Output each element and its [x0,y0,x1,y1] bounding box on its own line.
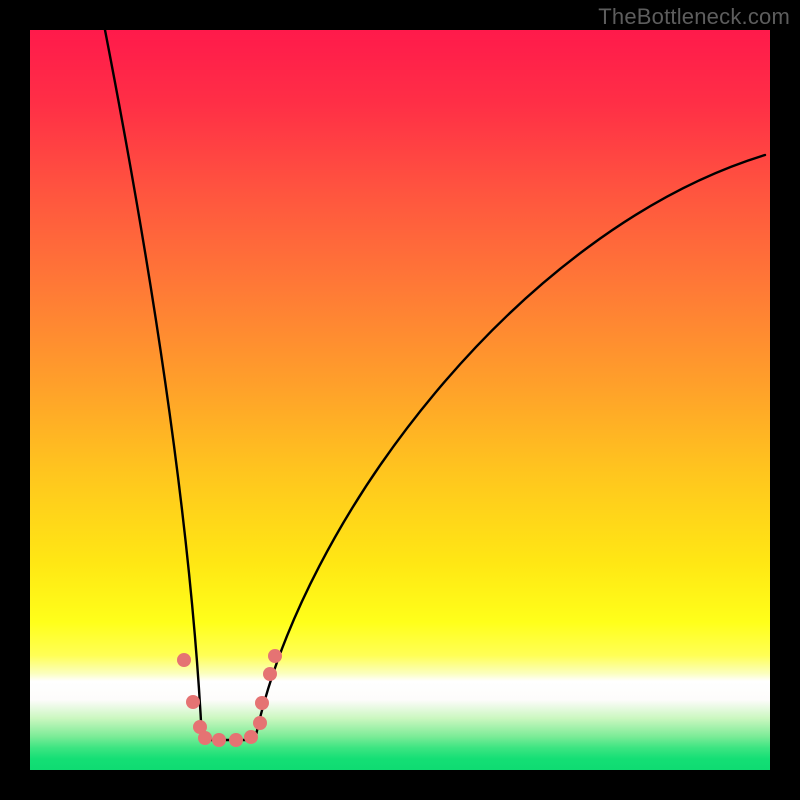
valley-marker [198,731,212,745]
valley-marker [186,695,200,709]
frame-border-bottom [0,770,800,800]
frame-border-right [770,0,800,800]
valley-marker [268,649,282,663]
valley-marker [244,730,258,744]
valley-marker [253,716,267,730]
valley-markers [177,649,282,747]
watermark: TheBottleneck.com [598,4,790,30]
valley-marker [212,733,226,747]
bottleneck-curve [105,30,765,740]
frame-border-left [0,0,30,800]
valley-marker [229,733,243,747]
valley-marker [177,653,191,667]
chart-stage: TheBottleneck.com [0,0,800,800]
valley-marker [263,667,277,681]
valley-marker [255,696,269,710]
curve-overlay [0,0,800,800]
